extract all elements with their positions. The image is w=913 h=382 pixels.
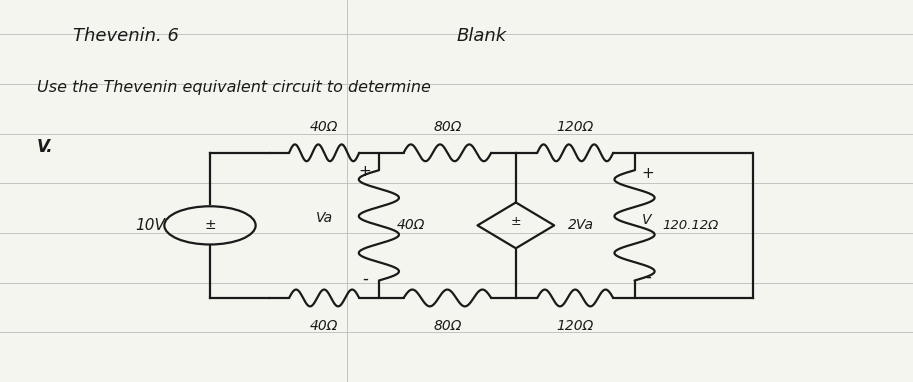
- Text: 120Ω: 120Ω: [557, 120, 593, 134]
- Text: V: V: [642, 213, 651, 227]
- Text: 40Ω: 40Ω: [397, 219, 425, 232]
- Text: -: -: [362, 270, 368, 288]
- Text: V.: V.: [37, 138, 53, 155]
- Text: +: +: [642, 166, 655, 181]
- Text: 10V: 10V: [136, 218, 165, 233]
- Text: Va: Va: [316, 211, 333, 225]
- Text: ±: ±: [205, 219, 215, 232]
- Text: Blank: Blank: [456, 27, 507, 45]
- Text: 120Ω: 120Ω: [557, 319, 593, 333]
- Text: Use the Thevenin equivalent circuit to determine: Use the Thevenin equivalent circuit to d…: [37, 80, 430, 95]
- Text: 2Va: 2Va: [568, 219, 593, 232]
- Text: 80Ω: 80Ω: [433, 319, 462, 333]
- Text: 40Ω: 40Ω: [310, 319, 339, 333]
- Text: 80Ω: 80Ω: [433, 120, 462, 134]
- Text: 40Ω: 40Ω: [310, 120, 339, 134]
- Text: 120.12Ω: 120.12Ω: [662, 219, 719, 232]
- Text: ±: ±: [510, 215, 521, 228]
- Text: +: +: [359, 164, 372, 180]
- Text: -: -: [645, 268, 651, 286]
- Text: Thevenin. 6: Thevenin. 6: [73, 27, 179, 45]
